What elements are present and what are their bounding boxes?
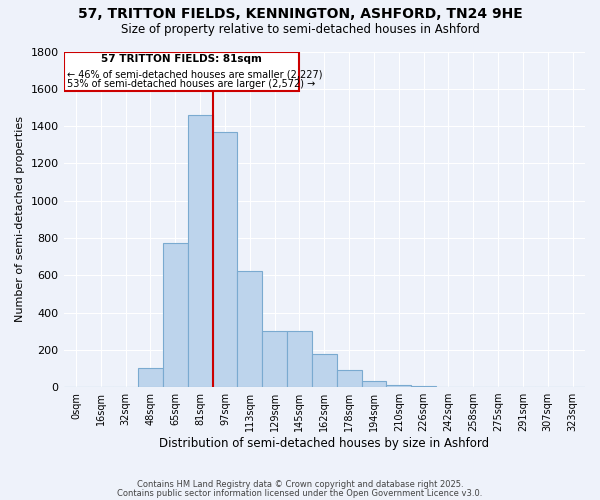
Bar xyxy=(411,386,436,387)
Bar xyxy=(138,368,163,387)
FancyBboxPatch shape xyxy=(64,52,299,90)
Text: 57 TRITTON FIELDS: 81sqm: 57 TRITTON FIELDS: 81sqm xyxy=(101,54,262,64)
Bar xyxy=(163,242,188,387)
Text: 57, TRITTON FIELDS, KENNINGTON, ASHFORD, TN24 9HE: 57, TRITTON FIELDS, KENNINGTON, ASHFORD,… xyxy=(77,8,523,22)
Bar xyxy=(262,331,287,387)
Y-axis label: Number of semi-detached properties: Number of semi-detached properties xyxy=(15,116,25,322)
Bar xyxy=(312,354,337,387)
Text: Contains HM Land Registry data © Crown copyright and database right 2025.: Contains HM Land Registry data © Crown c… xyxy=(137,480,463,489)
Bar xyxy=(362,382,386,387)
Text: 53% of semi-detached houses are larger (2,572) →: 53% of semi-detached houses are larger (… xyxy=(67,80,316,90)
Bar xyxy=(238,272,262,387)
Bar xyxy=(337,370,362,387)
X-axis label: Distribution of semi-detached houses by size in Ashford: Distribution of semi-detached houses by … xyxy=(159,437,490,450)
Text: ← 46% of semi-detached houses are smaller (2,227): ← 46% of semi-detached houses are smalle… xyxy=(67,69,323,79)
Bar xyxy=(386,385,411,387)
Bar xyxy=(212,132,238,387)
Text: Size of property relative to semi-detached houses in Ashford: Size of property relative to semi-detach… xyxy=(121,22,479,36)
Bar xyxy=(287,331,312,387)
Text: Contains public sector information licensed under the Open Government Licence v3: Contains public sector information licen… xyxy=(118,488,482,498)
Bar xyxy=(188,115,212,387)
